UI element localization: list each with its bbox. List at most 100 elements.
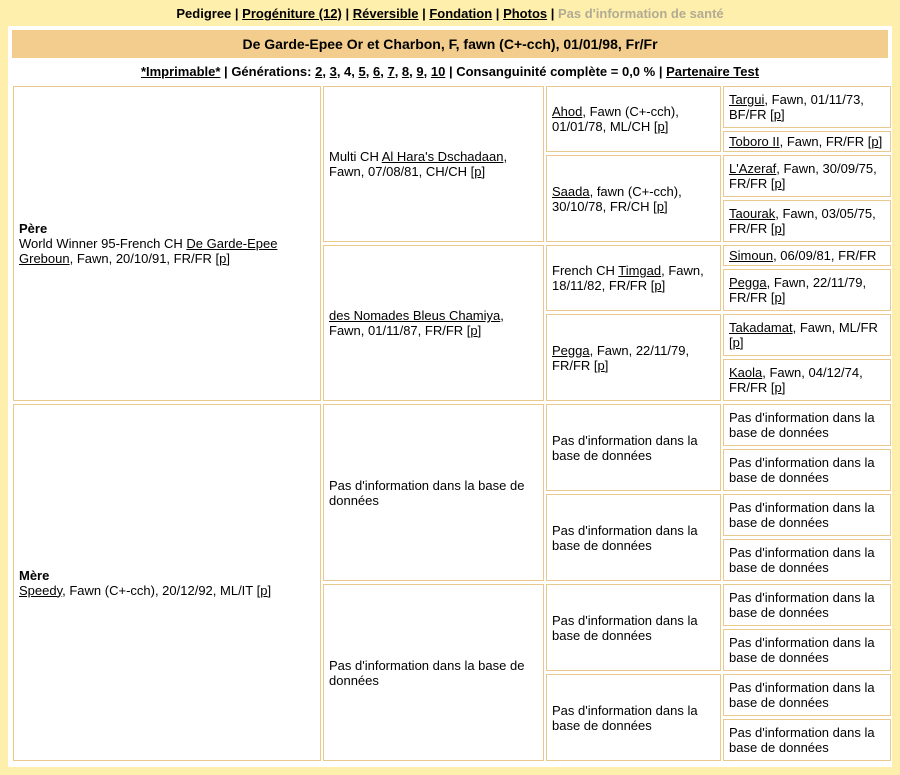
text: [ — [466, 323, 471, 338]
gen3-cell-no-info: Pas d'information dans la base de donnée… — [546, 404, 721, 491]
generations-8-link[interactable]: 8 — [401, 64, 410, 79]
text: , — [351, 64, 359, 79]
link-simoun[interactable]: Simoun — [729, 248, 774, 263]
link-de-garde-epee-greboun[interactable]: De Garde-Epee Greboun — [19, 236, 278, 266]
link-kaola[interactable]: Kaola — [729, 365, 763, 380]
gen3-cell-no-info: Pas d'information dans la base de donnée… — [546, 674, 721, 761]
generations-2-link[interactable]: 2 — [315, 64, 323, 79]
link-ahod[interactable]: Ahod — [552, 104, 583, 119]
text: | — [418, 6, 430, 21]
text: , Fawn (C+-cch), 20/12/92, ML/IT — [62, 582, 257, 598]
text: Pas d'information dans la base de donnée… — [552, 522, 698, 553]
pedigree-p-link[interactable]: p — [656, 198, 665, 214]
text: | — [547, 6, 558, 21]
generations-7-link[interactable]: 7 — [387, 64, 395, 79]
text: ] — [664, 119, 669, 134]
gen4-cell-no-info: Pas d'information dans la base de donnée… — [723, 494, 891, 536]
text: [ — [867, 134, 872, 149]
text: , Fawn, 20/10/91, FR/FR — [69, 251, 216, 266]
gen4-cell: Toboro II, Fawn, FR/FR [p] — [723, 131, 891, 152]
text: [ — [650, 278, 655, 293]
text: [ — [256, 582, 261, 598]
pedigree-p-link[interactable]: p — [657, 119, 665, 134]
text: Pas d'information dans la base de donnée… — [729, 500, 875, 530]
link-speedy[interactable]: Speedy — [19, 582, 63, 598]
nav-fondation[interactable]: Fondation — [429, 6, 493, 21]
nav-photos[interactable]: Photos — [503, 6, 548, 21]
link-pegga[interactable]: Pegga — [729, 275, 767, 290]
text: , Fawn, 03/05/75, FR/FR — [729, 206, 876, 236]
text: ] — [661, 278, 666, 293]
generations-9-link[interactable]: 9 — [416, 64, 424, 79]
gen2-cell-no-info: Pas d'information dans la base de donnée… — [323, 584, 544, 761]
text: , — [423, 64, 431, 79]
link-lazeraf[interactable]: L'Azeraf — [729, 161, 777, 176]
text: ] — [781, 176, 786, 191]
gen3-cell-no-info: Pas d'information dans la base de donnée… — [546, 584, 721, 671]
link-takadamat[interactable]: Takadamat — [729, 320, 793, 335]
text: ] — [477, 323, 482, 338]
gen4-cell-no-info: Pas d'information dans la base de donnée… — [723, 404, 891, 446]
pedigree-p-link[interactable]: p — [774, 221, 782, 236]
partner-test-link[interactable]: Partenaire Test — [666, 64, 760, 79]
text: , — [322, 64, 330, 79]
text: | — [492, 6, 504, 21]
generations-6-link[interactable]: 6 — [372, 64, 381, 79]
pedigree-p-link[interactable]: p — [732, 335, 740, 350]
pedigree-p-link[interactable]: p — [774, 290, 782, 305]
text: Multi CH — [329, 149, 382, 164]
pedigree-p-link[interactable]: p — [260, 582, 268, 598]
pedigree-p-link[interactable]: p — [219, 251, 227, 266]
pedigree-p-link[interactable]: p — [774, 380, 782, 395]
nav-reversible[interactable]: Réversible — [352, 6, 419, 21]
generations-5-link[interactable]: 5 — [358, 64, 366, 79]
text: Pas d'information dans la base de donnée… — [552, 612, 698, 643]
text: , Fawn, 22/11/79, FR/FR — [552, 342, 690, 373]
text: , Fawn, 01/11/73, BF/FR — [729, 92, 864, 122]
generations-10-link[interactable]: 10 — [430, 64, 446, 79]
printable-link[interactable]: *Imprimable* — [140, 64, 221, 79]
text: Pas d'information dans la base de donnée… — [552, 432, 698, 463]
text: Pas d'information dans la base de donnée… — [729, 545, 875, 575]
text: | Consanguinité complète = 0,0 % | — [445, 64, 667, 79]
sire-label: Père — [19, 221, 48, 236]
text: [ — [770, 221, 775, 236]
nav-progeniture[interactable]: Progéniture (12) — [242, 6, 342, 21]
nav-pedigree[interactable]: Pedigree — [176, 6, 232, 21]
pedigree-p-link[interactable]: p — [654, 278, 662, 293]
link-des-nomades-bleus-chamiya[interactable]: des Nomades Bleus Chamiya — [329, 308, 501, 323]
link-targui[interactable]: Targui — [729, 92, 765, 107]
dam-text: Speedy, Fawn (C+-cch), 20/12/92, ML/IT [… — [19, 583, 315, 598]
pedigree-p-link[interactable]: p — [474, 164, 482, 179]
generations-3-link[interactable]: 3 — [329, 64, 337, 79]
link-al-haras-dschadaan[interactable]: Al Hara's Dschadaan — [381, 149, 504, 164]
text: ] — [664, 198, 668, 214]
text: ] — [226, 251, 231, 266]
pedigree-p-link[interactable]: p — [470, 323, 478, 338]
text: Pas d'information dans la base de donnée… — [729, 725, 875, 755]
pedigree-p-link[interactable]: p — [774, 176, 782, 191]
text: Pas d'information dans la base de donnée… — [729, 680, 875, 710]
text: [ — [770, 107, 774, 122]
text: , Fawn, 04/12/74, FR/FR — [729, 365, 863, 395]
pedigree-p-link[interactable]: p — [871, 134, 879, 149]
generations-4-current: 4 — [344, 64, 352, 79]
link-saada[interactable]: Saada — [552, 183, 590, 199]
link-pegga[interactable]: Pegga — [552, 342, 590, 358]
text: ] — [781, 107, 785, 122]
gen3-cell-no-info: Pas d'information dans la base de donnée… — [546, 494, 721, 581]
link-timgad[interactable]: Timgad — [618, 263, 662, 278]
text: [ — [593, 357, 598, 373]
text: , fawn (C+-cch), 30/10/78, FR/CH — [552, 183, 682, 214]
pedigree-p-link[interactable]: p — [773, 107, 782, 122]
link-toboro-ii[interactable]: Toboro II — [729, 134, 780, 149]
pedigree-p-link[interactable]: p — [597, 357, 605, 373]
link-taourak[interactable]: Taourak — [729, 206, 776, 221]
nav-health-info: Pas d'information de santé — [558, 6, 724, 21]
text: Pas d'information dans la base de donnée… — [729, 635, 875, 665]
gen4-cell: Targui, Fawn, 01/11/73, BF/FR [p] — [723, 86, 891, 128]
gen4-cell: Pegga, Fawn, 22/11/79, FR/FR [p] — [723, 269, 891, 311]
gen2-cell: Multi CH Al Hara's Dschadaan, Fawn, 07/0… — [323, 86, 544, 242]
text: Pas d'information dans la base de donnée… — [729, 455, 875, 485]
text: , — [409, 64, 417, 79]
